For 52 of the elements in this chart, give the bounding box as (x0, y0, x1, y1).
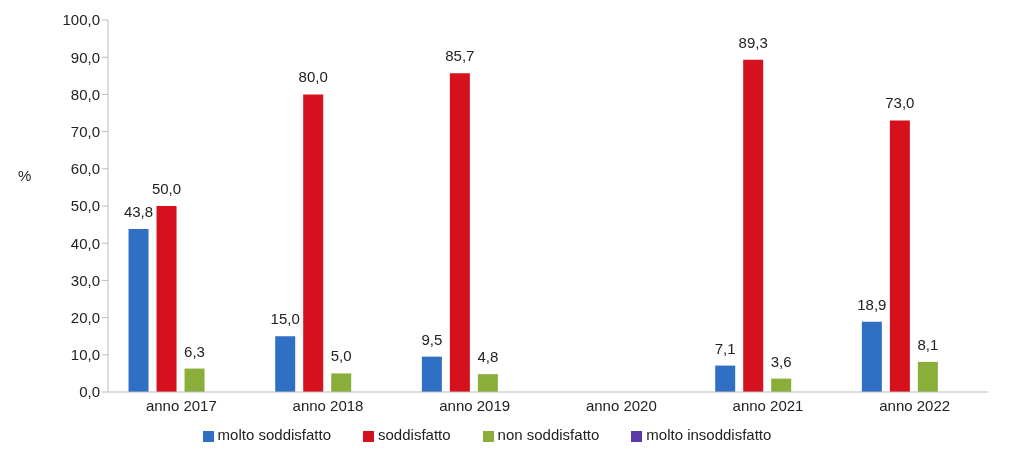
bar (771, 378, 792, 392)
y-tick-label: 100,0 (62, 11, 100, 29)
data-label: 8,1 (917, 335, 939, 353)
x-tick-label: anno 2018 (292, 396, 364, 414)
data-label: 7,1 (714, 339, 736, 357)
y-tick-label: 80,0 (70, 85, 100, 103)
y-tick-label: 90,0 (70, 48, 100, 66)
legend-label: soddisfatto (378, 426, 451, 443)
bar (449, 73, 470, 392)
bar (303, 94, 324, 392)
y-tick-label: 60,0 (70, 160, 100, 178)
bar (184, 368, 205, 392)
y-tick-label: 50,0 (70, 197, 100, 215)
y-axis-title: % (18, 167, 32, 185)
bar (331, 373, 352, 392)
y-tick-label: 20,0 (70, 308, 100, 326)
x-tick-label: anno 2020 (585, 396, 657, 414)
legend-label: molto insoddisfatto (646, 426, 772, 443)
legend-label: molto soddisfatto (217, 426, 332, 443)
bar (715, 365, 736, 392)
y-tick-label: 0,0 (79, 383, 100, 401)
bar (128, 229, 149, 392)
y-tick-label: 10,0 (70, 346, 100, 364)
data-label: 43,8 (123, 203, 154, 221)
bar (156, 206, 177, 392)
data-label: 3,6 (770, 352, 792, 370)
data-label: 85,7 (445, 47, 475, 65)
data-label: 15,0 (270, 310, 300, 328)
bar (743, 59, 764, 392)
y-tick-label: 70,0 (70, 122, 100, 140)
bar (861, 321, 882, 392)
y-tick-label: 40,0 (70, 234, 100, 252)
legend-label: non soddisfatto (497, 426, 600, 443)
bar (275, 336, 296, 392)
data-label: 18,9 (857, 295, 887, 313)
data-label: 50,0 (151, 180, 182, 197)
x-tick-label: anno 2022 (879, 396, 951, 414)
data-label: 5,0 (330, 347, 352, 365)
x-tick-label: anno 2019 (439, 396, 511, 414)
y-tick-label: 30,0 (70, 271, 100, 289)
data-label: 9,5 (421, 330, 443, 348)
bar (917, 361, 938, 392)
data-label: 80,0 (298, 68, 328, 86)
x-tick-label: anno 2021 (732, 396, 804, 414)
data-label: 89,3 (738, 33, 768, 51)
bar (421, 356, 442, 392)
data-label: 73,0 (885, 94, 915, 112)
bar (889, 120, 910, 392)
data-label: 6,3 (184, 342, 205, 360)
data-label: 4,8 (477, 348, 499, 366)
bar (477, 374, 498, 392)
x-tick-label: anno 2017 (145, 396, 217, 414)
